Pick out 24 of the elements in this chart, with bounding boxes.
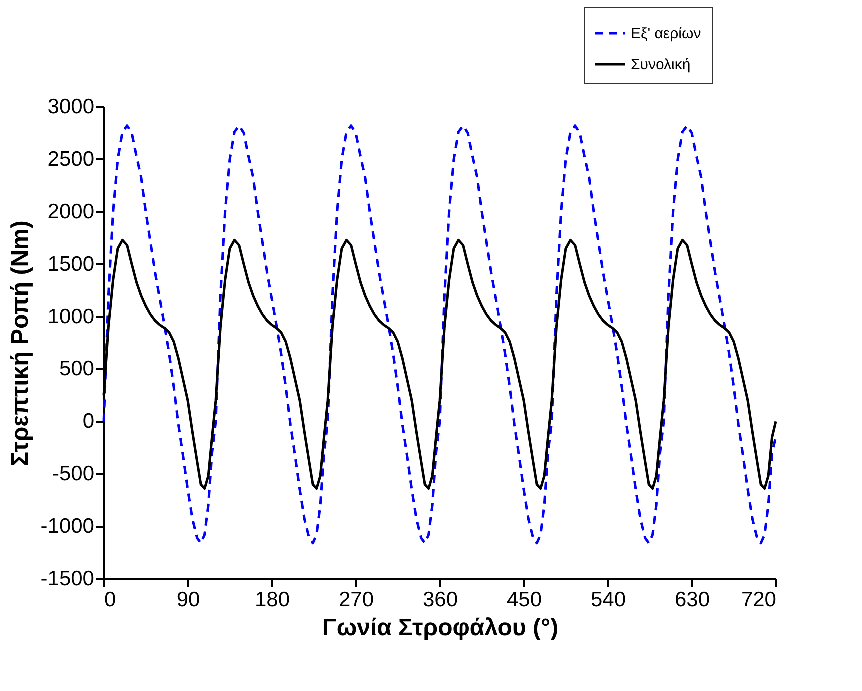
y-tick-label: -500 xyxy=(52,462,94,486)
y-tick-label: 1500 xyxy=(48,252,94,276)
x-tick-label: 180 xyxy=(254,588,290,612)
x-tick-label: 360 xyxy=(422,588,458,612)
x-tick-label: 90 xyxy=(176,588,200,612)
x-tick-label: 630 xyxy=(674,588,710,612)
y-tick-label: 2000 xyxy=(48,200,94,224)
x-tick-label: 720 xyxy=(741,588,776,612)
y-tick-label: -1000 xyxy=(40,515,94,538)
y-tick-label: 500 xyxy=(59,358,94,381)
y-tick-label: 1000 xyxy=(48,305,94,328)
legend-label: Συνολική xyxy=(631,56,691,74)
y-tick-label: -1500 xyxy=(40,568,94,590)
x-tick-label: 450 xyxy=(506,588,542,612)
y-tick-label: 0 xyxy=(82,410,94,434)
y-tick-label: 3000 xyxy=(48,96,94,118)
legend-label: Εξ' αερίων xyxy=(631,26,702,42)
x-tick-label: 540 xyxy=(590,588,626,612)
x-tick-label: 270 xyxy=(338,588,374,612)
x-tick-label: 0 xyxy=(104,588,116,612)
y-axis-title: Στρεπτική Ροπή (Nm) xyxy=(6,220,34,466)
x-axis-title: Γωνία Στροφάλου (°) xyxy=(322,614,559,642)
y-tick-label: 2500 xyxy=(48,148,94,171)
line-series xyxy=(102,124,778,545)
